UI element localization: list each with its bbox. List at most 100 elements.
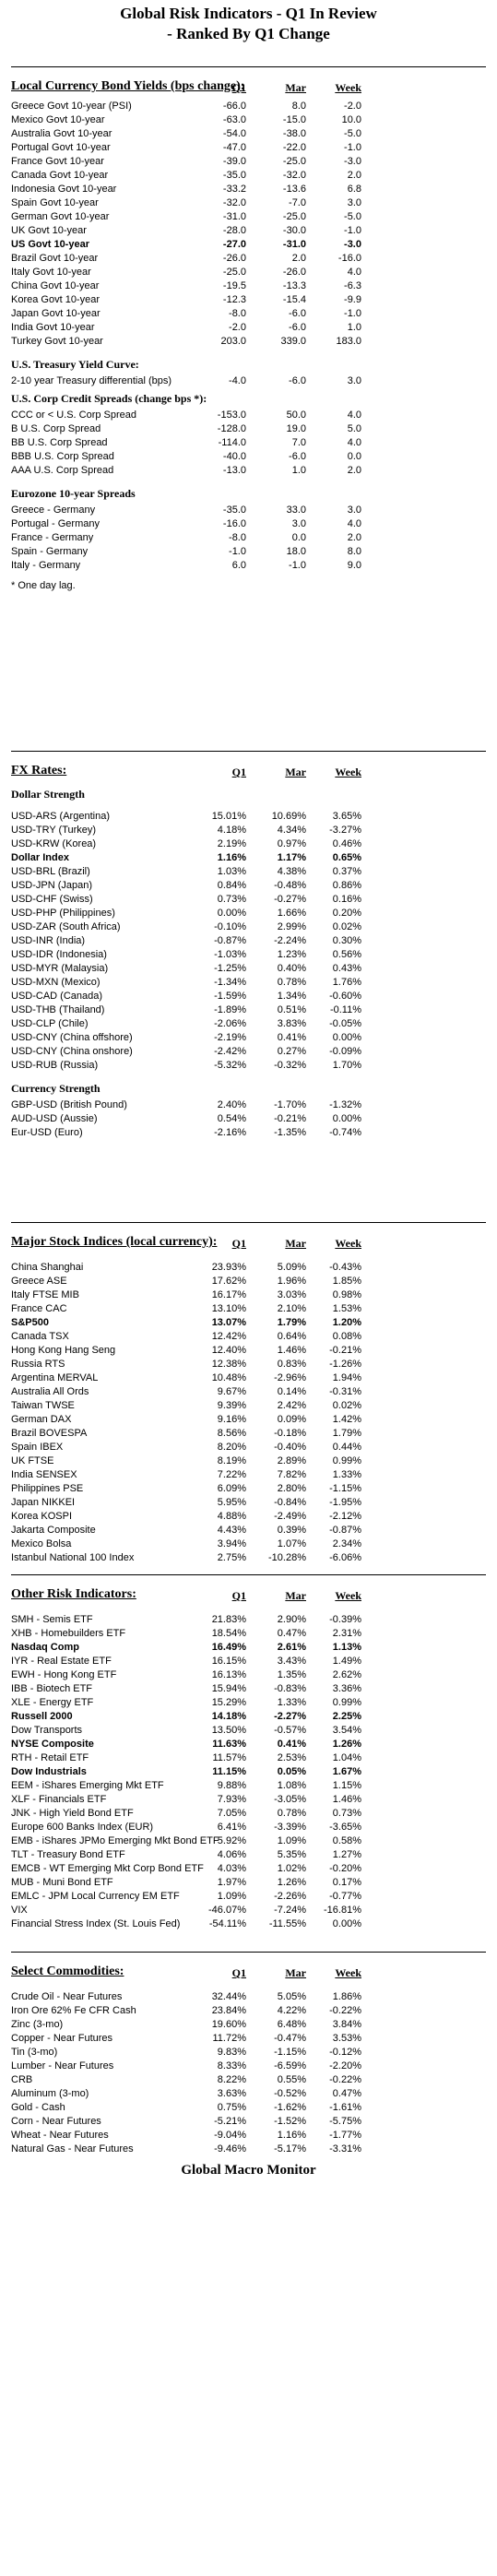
q1-value: 16.49% <box>211 1642 246 1653</box>
table-row: Zinc (3-mo) 19.60% 6.48% 3.84% <box>11 2018 486 2032</box>
q1-value: 2.40% <box>217 1099 246 1110</box>
mar-value: 1.17% <box>277 852 306 863</box>
q1-value: 3.63% <box>217 2088 246 2099</box>
row-label: B U.S. Corp Spread <box>11 423 101 434</box>
q1-value: -35.0 <box>222 170 246 181</box>
week-value: 2.0 <box>347 532 361 543</box>
yield-curve-title: U.S. Treasury Yield Curve: <box>11 358 139 371</box>
col-week: Week <box>335 1966 361 1979</box>
row-label: Mexico Govt 10-year <box>11 114 105 125</box>
week-value: 4.0 <box>347 267 361 278</box>
table-row: USD-ARS (Argentina) 15.01% 10.69% 3.65% <box>11 810 486 824</box>
table-row: Eur-USD (Euro) -2.16% -1.35% -0.74% <box>11 1126 486 1140</box>
week-value: 1.49% <box>332 1656 361 1667</box>
mar-value: -6.0 <box>289 375 306 386</box>
row-label: Dow Transports <box>11 1725 83 1736</box>
table-row: USD-CLP (Chile) -2.06% 3.83% -0.05% <box>11 1017 486 1031</box>
table-row: Canada Govt 10-year -35.0 -32.0 2.0 <box>11 169 486 183</box>
table-row: JNK - High Yield Bond ETF 7.05% 0.78% 0.73% <box>11 1807 486 1821</box>
week-value: -6.06% <box>329 1552 361 1563</box>
row-label: NYSE Composite <box>11 1739 94 1750</box>
table-row: China Govt 10-year -19.5 -13.3 -6.3 <box>11 279 486 293</box>
credit-spreads-table: CCC or < U.S. Corp Spread -153.0 50.0 4.0 B … <box>11 409 486 478</box>
week-value: 0.00% <box>332 1113 361 1124</box>
q1-value: 1.03% <box>217 866 246 877</box>
table-row: Greece - Germany -35.0 33.0 3.0 <box>11 504 486 517</box>
table-row: CCC or < U.S. Corp Spread -153.0 50.0 4.0 <box>11 409 486 422</box>
week-value: 1.79% <box>332 1428 361 1439</box>
week-value: -1.95% <box>329 1497 361 1508</box>
q1-value: 12.40% <box>211 1345 246 1356</box>
row-label: IBB - Biotech ETF <box>11 1683 93 1694</box>
week-value: 4.0 <box>347 518 361 529</box>
table-row: Natural Gas - Near Futures -9.46% -5.17% -3… <box>11 2143 486 2156</box>
q1-value: 1.16% <box>217 852 246 863</box>
mar-value: 1.16% <box>277 2130 306 2141</box>
week-value: -2.20% <box>329 2060 361 2071</box>
risk-title: Other Risk Indicators: <box>11 1587 136 1601</box>
mar-value: -32.0 <box>282 170 306 181</box>
q1-value: -5.32% <box>214 1060 246 1071</box>
q1-value: -1.03% <box>214 949 246 960</box>
q1-value: 9.88% <box>217 1780 246 1791</box>
q1-value: 13.50% <box>211 1725 246 1736</box>
col-week: Week <box>335 81 361 94</box>
footer-brand: Global Macro Monitor <box>181 2163 316 2178</box>
table-row: Tin (3-mo) 9.83% -1.15% -0.12% <box>11 2046 486 2060</box>
bond-yields-title: Local Currency Bond Yields (bps change): <box>11 79 245 93</box>
table-row: USD-ZAR (South Africa) -0.10% 2.99% 0.02% <box>11 920 486 934</box>
mar-value: 2.42% <box>277 1400 306 1411</box>
week-value: -1.61% <box>329 2102 361 2113</box>
row-label: Crude Oil - Near Futures <box>11 1991 123 2002</box>
risk-table: SMH - Semis ETF 21.83% 2.90% -0.39% XHB - Ho… <box>11 1613 486 1931</box>
row-label: Brazil Govt 10-year <box>11 253 99 264</box>
q1-value: 6.41% <box>217 1822 246 1833</box>
q1-value: 11.72% <box>212 2033 247 2044</box>
week-value: -1.32% <box>329 1099 361 1110</box>
row-label: EEM - iShares Emerging Mkt ETF <box>11 1780 164 1791</box>
row-label: Zinc (3-mo) <box>11 2019 64 2030</box>
currency-strength-table: GBP-USD (British Pound) 2.40% -1.70% -1.32%… <box>11 1098 486 1140</box>
row-label: France - Germany <box>11 532 94 543</box>
mar-value: 2.99% <box>277 921 306 932</box>
table-row: France Govt 10-year -39.0 -25.0 -3.0 <box>11 155 486 169</box>
mar-value: 1.23% <box>277 949 306 960</box>
q1-value: 0.84% <box>217 880 246 891</box>
q1-value: -8.0 <box>229 532 246 543</box>
row-label: USD-JPN (Japan) <box>11 880 93 891</box>
table-row: UK FTSE 8.19% 2.89% 0.99% <box>11 1454 486 1468</box>
table-row: RTH - Retail ETF 11.57% 2.53% 1.04% <box>11 1751 486 1765</box>
q1-value: 8.22% <box>217 2074 246 2085</box>
q1-value: -0.10% <box>214 921 246 932</box>
table-row: Australia Govt 10-year -54.0 -38.0 -5.0 <box>11 127 486 141</box>
week-value: -0.09% <box>329 1046 361 1057</box>
row-label: XLE - Energy ETF <box>11 1697 94 1708</box>
title-line-2: - Ranked By Q1 Change <box>167 25 330 42</box>
commodities-title: Select Commodities: <box>11 1965 124 1978</box>
table-row: IBB - Biotech ETF 15.94% -0.83% 3.36% <box>11 1682 486 1696</box>
row-label: Australia Govt 10-year <box>11 128 112 139</box>
table-row: Spain IBEX 8.20% -0.40% 0.44% <box>11 1441 486 1454</box>
q1-value: -9.46% <box>214 2143 246 2155</box>
mar-value: -1.62% <box>274 2102 306 2113</box>
table-row: Iron Ore 62% Fe CFR Cash 23.84% 4.22% -0.22… <box>11 2004 486 2018</box>
table-row: EMB - iShares JPMo Emerging Mkt Bond ETF… <box>11 1834 486 1848</box>
row-label: IYR - Real Estate ETF <box>11 1656 112 1667</box>
mar-value: 0.78% <box>277 1808 306 1819</box>
q1-value: -1.0 <box>229 546 246 557</box>
row-label: Corn - Near Futures <box>11 2116 101 2127</box>
week-value: 3.84% <box>332 2019 361 2030</box>
table-row: UK Govt 10-year -28.0 -30.0 -1.0 <box>11 224 486 238</box>
q1-value: 0.75% <box>217 2102 246 2113</box>
week-value: 1.13% <box>332 1642 361 1653</box>
week-value: 1.0 <box>347 322 361 333</box>
q1-value: 16.17% <box>211 1289 246 1300</box>
week-value: -5.0 <box>344 128 361 139</box>
week-value: 0.0 <box>347 451 361 462</box>
mar-value: 1.96% <box>277 1276 306 1287</box>
mar-value: -6.59% <box>274 2060 306 2071</box>
row-label: Argentina MERVAL <box>11 1372 99 1383</box>
mar-value: -2.26% <box>274 1891 306 1902</box>
q1-value: -2.16% <box>214 1127 246 1138</box>
q1-value: -31.0 <box>222 211 246 222</box>
